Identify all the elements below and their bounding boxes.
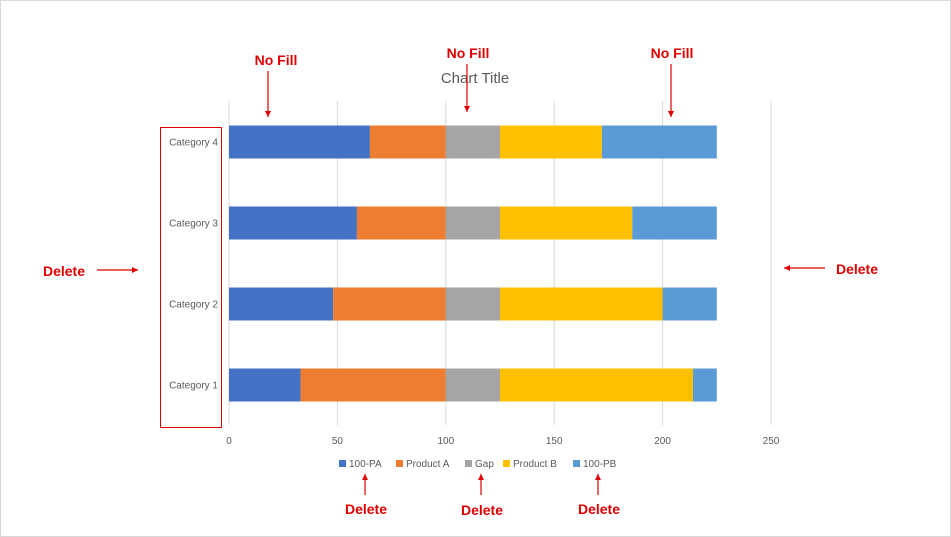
bar-segment[interactable] — [300, 368, 446, 402]
bar-segment[interactable] — [632, 206, 717, 240]
bar-segment[interactable] — [356, 206, 446, 240]
legend[interactable]: 100-PA Product A Gap Product B 100-PB — [339, 459, 617, 470]
bar-segment[interactable] — [601, 125, 717, 159]
x-tick-label: 50 — [332, 436, 344, 447]
delete-annotation-bottom: Delete — [461, 502, 503, 518]
delete-annotation-bottom: Delete — [578, 501, 620, 517]
bar-segment[interactable] — [229, 206, 357, 240]
legend-swatch — [396, 460, 403, 467]
x-tick-label: 100 — [437, 436, 454, 447]
bar-segment[interactable] — [500, 368, 693, 402]
bar-segment[interactable] — [692, 368, 717, 402]
legend-swatch — [465, 460, 472, 467]
bar-segment[interactable] — [229, 125, 370, 159]
legend-label: Gap — [475, 459, 494, 470]
legend-label: 100-PB — [583, 459, 617, 470]
legend-label: 100-PA — [349, 459, 382, 470]
legend-label: Product B — [513, 459, 557, 470]
legend-item[interactable]: Product A — [396, 459, 450, 470]
bar-segment[interactable] — [662, 287, 717, 321]
y-tick-label: Category 1 — [169, 381, 218, 392]
bar-segment[interactable] — [333, 287, 446, 321]
no-fill-annotation: No Fill — [651, 45, 694, 61]
legend-item[interactable]: 100-PA — [339, 459, 382, 470]
bar-segment[interactable] — [500, 125, 602, 159]
x-tick-label: 150 — [546, 436, 563, 447]
bar-segment[interactable] — [369, 125, 446, 159]
y-axis-labels: Category 1 Category 2 Category 3 Category 4 — [169, 138, 218, 392]
annotation-arrowhead — [132, 267, 138, 273]
annotation-arrowhead — [478, 474, 484, 480]
annotation-arrowhead — [464, 106, 470, 112]
y-tick-label: Category 2 — [169, 300, 218, 311]
chart-title[interactable]: Chart Title — [441, 70, 509, 87]
delete-annotation-right: Delete — [836, 261, 878, 277]
x-tick-label: 250 — [763, 436, 780, 447]
bar-segment[interactable] — [445, 368, 500, 402]
legend-swatch — [339, 460, 346, 467]
legend-label: Product A — [406, 459, 450, 470]
no-fill-annotation: No Fill — [255, 52, 298, 68]
legend-swatch — [573, 460, 580, 467]
bar-segment[interactable] — [445, 206, 500, 240]
x-axis-labels: 0 50 100 150 200 250 — [226, 436, 780, 447]
legend-swatch — [503, 460, 510, 467]
x-tick-label: 0 — [226, 436, 232, 447]
bar-segment[interactable] — [445, 287, 500, 321]
legend-item[interactable]: Product B — [503, 459, 557, 470]
annotations: No Fill No Fill No Fill Delete Delete Delete D… — [43, 45, 878, 518]
legend-item[interactable]: 100-PB — [573, 459, 617, 470]
annotation-arrowhead — [668, 111, 674, 117]
x-tick-label: 200 — [654, 436, 671, 447]
bar-segment[interactable] — [500, 206, 633, 240]
bar-segment[interactable] — [229, 287, 334, 321]
annotation-arrowhead — [265, 111, 271, 117]
annotation-arrowhead — [362, 474, 368, 480]
y-tick-label: Category 3 — [169, 219, 218, 230]
bar-segment[interactable] — [229, 368, 301, 402]
category-labels-highlight-box — [160, 127, 222, 428]
bars — [229, 125, 717, 402]
bar-segment[interactable] — [500, 287, 663, 321]
y-tick-label: Category 4 — [169, 138, 218, 149]
bar-segment[interactable] — [445, 125, 500, 159]
delete-annotation-bottom: Delete — [345, 501, 387, 517]
annotation-arrowhead — [784, 265, 790, 271]
delete-annotation-left: Delete — [43, 263, 85, 279]
annotation-arrowhead — [595, 474, 601, 480]
no-fill-annotation: No Fill — [447, 45, 490, 61]
legend-item[interactable]: Gap — [465, 459, 494, 470]
